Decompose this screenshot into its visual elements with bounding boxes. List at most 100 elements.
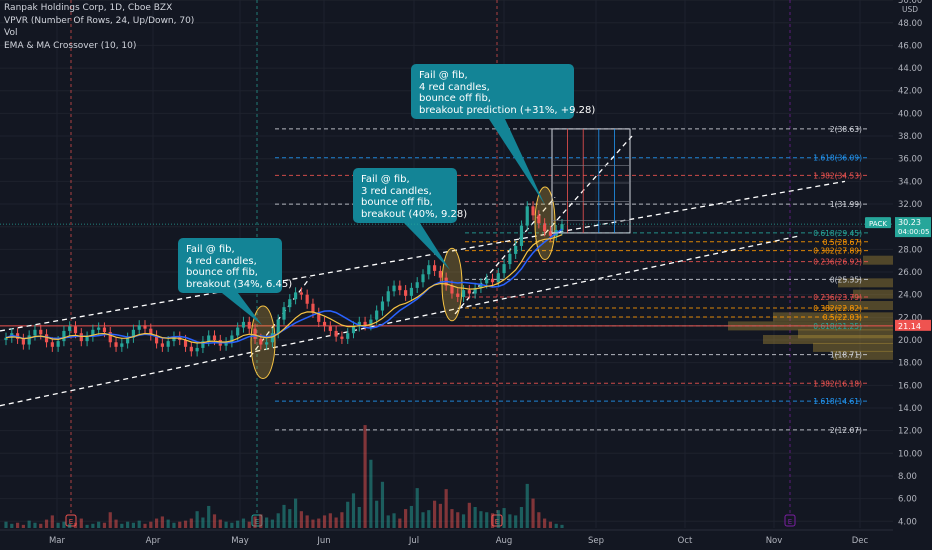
- candle-body: [293, 292, 298, 300]
- candle-body: [137, 325, 141, 330]
- price-axis: 50.00 48.00 46.00 44.00 42.00 40.00 38.00 36.00…: [0, 0, 931, 527]
- volume-bar: [10, 523, 14, 528]
- candle-body: [375, 310, 379, 320]
- symbol-title[interactable]: Ranpak Holdings Corp, 1D, Cboe BZX: [4, 3, 173, 13]
- volume-bar: [39, 523, 43, 528]
- callout-pointer: [404, 223, 450, 270]
- y-tick-label: 18.00: [898, 359, 922, 369]
- candle-body: [73, 326, 78, 334]
- candle-body: [427, 265, 431, 275]
- x-tick-label: May: [231, 536, 249, 546]
- volume-bar: [311, 519, 315, 528]
- candle-body: [247, 321, 251, 329]
- volume-bar: [537, 512, 541, 528]
- vpvr-bar: [853, 289, 893, 299]
- candle-body: [363, 321, 367, 326]
- candle-body: [56, 341, 60, 347]
- volume-bar: [276, 513, 280, 528]
- volume-bar: [120, 523, 124, 528]
- volume-bar: [236, 520, 240, 528]
- volume-bar: [328, 513, 332, 528]
- volume-bar: [126, 521, 130, 528]
- candle-body: [4, 337, 8, 340]
- volume-bar: [485, 512, 489, 528]
- trend-lines: [0, 119, 846, 407]
- volume-bar: [154, 518, 159, 528]
- volume-bar: [398, 518, 402, 528]
- candle-body: [79, 333, 83, 342]
- volume-bar: [508, 514, 512, 528]
- earnings-icon-letter: E: [788, 518, 792, 526]
- x-tick-label: Mar: [49, 536, 66, 546]
- volume-bar: [299, 511, 303, 528]
- fib-level-label: 0.5(28.67): [823, 238, 862, 247]
- y-tick-label: 48.00: [898, 19, 922, 29]
- candle-body: [166, 341, 170, 347]
- volume-bar: [496, 510, 500, 528]
- candle-body: [322, 321, 327, 327]
- candle-body: [473, 287, 477, 294]
- earnings-icon-letter: E: [255, 518, 259, 526]
- y-tick-label: 44.00: [898, 64, 922, 74]
- ma-line: [5, 228, 563, 344]
- y-tick-label: 14.00: [898, 404, 922, 414]
- y-tick-label: 38.00: [898, 132, 922, 142]
- volume-bar: [137, 520, 141, 528]
- y-tick-label: 50.00: [898, 0, 922, 6]
- indicator-vpvr[interactable]: VPVR (Number Of Rows, 24, Up/Down, 70): [4, 15, 195, 26]
- candle-body: [485, 278, 489, 284]
- callout-2-line-1: Fail @ fib,: [361, 174, 410, 185]
- candle-body: [21, 338, 25, 345]
- indicator-vol[interactable]: Vol: [4, 28, 18, 38]
- candle-body: [259, 338, 263, 345]
- y-tick-label: 22.00: [898, 313, 922, 323]
- volume-bar: [114, 519, 118, 528]
- candle-body: [50, 342, 54, 347]
- candle-body: [195, 347, 199, 352]
- volume-bar: [432, 500, 437, 528]
- candle-body: [126, 337, 130, 344]
- candle-body: [207, 335, 211, 342]
- x-tick-label: Aug: [496, 536, 513, 546]
- fib-level-label: 0.618(29.45): [813, 229, 862, 238]
- volume-bar: [27, 520, 31, 528]
- candle-body: [543, 223, 547, 232]
- candle-body: [519, 225, 524, 246]
- volume-bar: [108, 512, 112, 528]
- candle-body: [91, 329, 95, 337]
- vpvr-bar: [763, 335, 893, 344]
- volume-bar: [288, 509, 292, 528]
- volume-bar: [438, 503, 442, 528]
- indicator-ema-ma[interactable]: EMA & MA Crossover (10, 10): [4, 40, 137, 51]
- volume-bar: [427, 510, 431, 528]
- volume-bar: [265, 517, 269, 528]
- projection-box: [551, 128, 631, 234]
- volume-bar: [56, 522, 60, 528]
- x-tick-label: Nov: [766, 536, 783, 546]
- candle-body: [27, 335, 31, 345]
- volume-bar: [79, 518, 83, 528]
- candle-body: [369, 319, 373, 326]
- fib-level-label: 0.5(22.03): [823, 313, 862, 322]
- volume-bar: [404, 509, 408, 528]
- volume-bar: [525, 483, 529, 528]
- volume-bar: [149, 521, 153, 528]
- candle-body: [236, 327, 240, 336]
- volume-bar: [346, 501, 350, 528]
- volume-bar: [62, 521, 66, 528]
- callout-3-line-3: bounce off fib,: [419, 93, 491, 104]
- volume-bar: [293, 498, 298, 528]
- candle-body: [328, 326, 332, 331]
- volume-bar: [473, 507, 477, 528]
- candle-body: [404, 290, 408, 296]
- volume-bar: [172, 522, 176, 528]
- candle-body: [479, 283, 483, 288]
- trend-line: [0, 235, 801, 407]
- fib-level-label: 1.382(34.53): [813, 171, 862, 180]
- candle-body: [502, 264, 506, 274]
- candle-body: [409, 287, 414, 296]
- fib-level-label: 0.236(26.92): [813, 258, 862, 267]
- reversal-ellipse: [250, 305, 276, 380]
- volume-bar: [305, 515, 309, 528]
- callout-2: Fail @ fib, 3 red candles, bounce off fi…: [353, 168, 467, 223]
